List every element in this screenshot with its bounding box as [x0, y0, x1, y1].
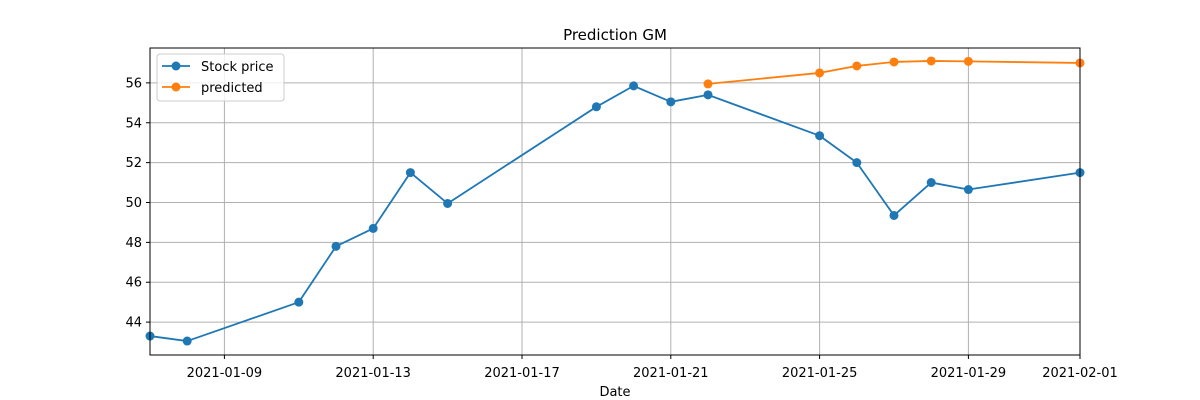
stock-price-point [963, 185, 973, 195]
x-tick-label: 2021-01-13 [335, 366, 411, 381]
y-tick-label: 56 [125, 76, 142, 91]
x-axis-label: Date [599, 385, 630, 400]
stock-price-point [443, 198, 453, 208]
x-axis: 2021-01-09 2021-01-13 2021-01-17 2021-01-21… [187, 355, 1118, 381]
stock-price-legend-marker [171, 61, 181, 71]
y-tick-label: 52 [125, 156, 142, 171]
x-tick-label: 2021-01-25 [782, 366, 858, 381]
grid [150, 48, 1081, 355]
y-tick-label: 54 [125, 116, 142, 131]
x-tick-label: 2021-01-09 [187, 366, 263, 381]
stock-price-point [294, 297, 304, 307]
stock-price-point [703, 90, 713, 100]
x-tick-label: 2021-01-17 [484, 366, 560, 381]
predicted-point [963, 56, 973, 66]
predicted-legend-marker [171, 82, 181, 92]
x-tick-label: 2021-02-01 [1042, 366, 1118, 381]
legend: Stock price predicted [156, 53, 285, 102]
legend-entry-stock-price: Stock price [201, 60, 273, 75]
stock-price-point [629, 81, 639, 91]
stock-price-point [182, 336, 192, 346]
stock-price-point [815, 131, 825, 141]
y-tick-label: 50 [125, 196, 142, 211]
chart-title: Prediction GM [563, 26, 667, 44]
stock-price-point [591, 102, 601, 112]
predicted-point [703, 79, 713, 89]
predicted-point [889, 57, 899, 67]
series-layer [145, 56, 1085, 346]
y-tick-label: 44 [125, 316, 142, 331]
stock-price-line [149, 84, 1081, 342]
stock-price-point [926, 178, 936, 188]
predicted-point [926, 56, 936, 66]
y-axis: 44 46 48 50 52 54 56 [125, 76, 150, 331]
stock-price-point [368, 223, 378, 233]
legend-entry-predicted: predicted [201, 81, 263, 96]
x-tick-label: 2021-01-29 [931, 366, 1007, 381]
stock-price-point [331, 241, 341, 251]
stock-price-point [889, 210, 899, 220]
x-tick-label: 2021-01-21 [633, 366, 709, 381]
predicted-point [815, 68, 825, 78]
y-tick-label: 48 [125, 236, 142, 251]
stock-price-point [666, 97, 676, 107]
predicted-point [852, 61, 862, 71]
stock-price-point [405, 168, 415, 178]
plot-frame [149, 47, 1081, 356]
stock-price-point [852, 158, 862, 168]
y-tick-label: 46 [125, 276, 142, 291]
